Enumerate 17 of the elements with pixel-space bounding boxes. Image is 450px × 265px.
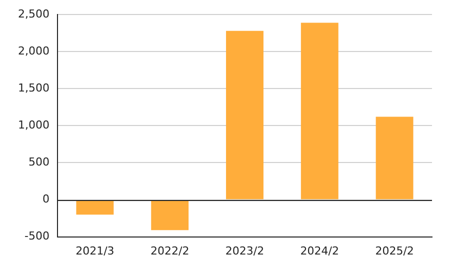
x-tick-label: 2023/2 xyxy=(225,244,264,258)
bar xyxy=(226,30,264,200)
y-tick-label: 500 xyxy=(28,156,50,169)
bar xyxy=(151,200,189,230)
x-tick-label: 2021/3 xyxy=(76,244,114,258)
x-tick-label: 2025/2 xyxy=(375,244,414,258)
bar xyxy=(376,116,414,200)
y-tick-label: 2,000 xyxy=(18,44,50,58)
y-tick-label: 1,500 xyxy=(18,82,50,95)
x-tick-label: 2024/2 xyxy=(300,244,339,258)
bar xyxy=(76,200,114,215)
x-tick-label: 2022/2 xyxy=(150,244,190,258)
y-tick-label: 1,000 xyxy=(18,118,50,132)
bar xyxy=(300,22,338,200)
y-tick-label: 2,500 xyxy=(18,7,50,20)
y-tick-label: 0 xyxy=(42,192,50,206)
y-tick-label: -500 xyxy=(24,230,50,243)
